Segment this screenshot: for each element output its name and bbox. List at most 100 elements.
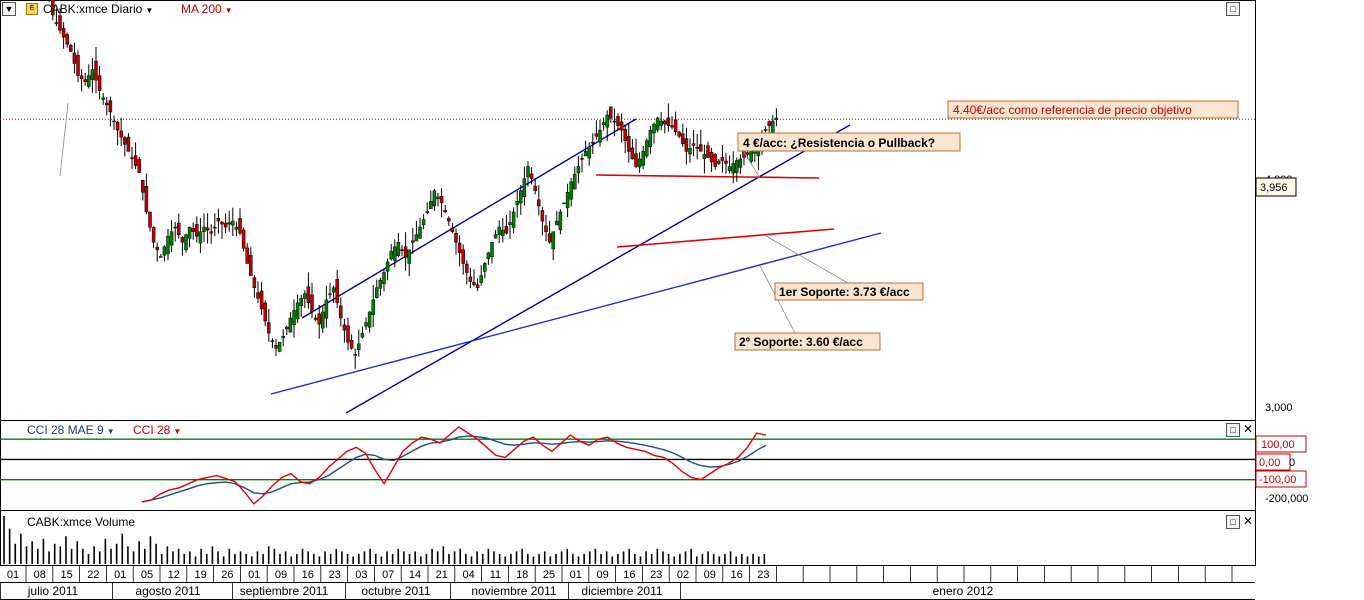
candle-body bbox=[324, 299, 329, 319]
day-label: 01 bbox=[570, 569, 582, 581]
maximize-cci-panel-button[interactable]: □ bbox=[1226, 423, 1240, 437]
candle-body bbox=[515, 201, 519, 205]
candle bbox=[317, 305, 321, 339]
candle-body bbox=[162, 246, 167, 256]
maximize-volume-panel-button[interactable]: □ bbox=[1226, 515, 1240, 529]
candle bbox=[281, 329, 285, 347]
candle bbox=[166, 228, 170, 261]
month-label: septiembre 2011 bbox=[240, 584, 329, 598]
candle bbox=[285, 325, 289, 336]
month-label: octubre 2011 bbox=[361, 584, 430, 598]
candle bbox=[457, 235, 462, 267]
candle bbox=[612, 108, 617, 137]
candle bbox=[648, 125, 653, 155]
chart-settings-icon[interactable]: E bbox=[26, 3, 38, 15]
candle bbox=[450, 223, 455, 234]
candle-body bbox=[511, 211, 516, 228]
candle bbox=[558, 209, 563, 235]
candle-body bbox=[54, 22, 59, 24]
candle-body bbox=[241, 229, 246, 249]
candle bbox=[371, 285, 375, 328]
time-axis: 01 08 15 22 01 05 12 19 26 01 09 16 23 03 07 14 21 04 11 18… bbox=[0, 566, 1255, 600]
candle-body bbox=[191, 227, 195, 232]
candle-body bbox=[382, 272, 386, 284]
candle-body bbox=[493, 234, 498, 239]
cci-label-2-text: CCI 28 bbox=[133, 423, 171, 437]
cci-label-1[interactable]: CCI 28 MAE 9 ▼ bbox=[27, 423, 115, 437]
candle-body bbox=[166, 235, 170, 255]
candle bbox=[490, 242, 494, 264]
candle-body bbox=[562, 202, 566, 205]
candle bbox=[51, 0, 55, 21]
candle-body bbox=[745, 152, 750, 155]
candle-body bbox=[216, 217, 221, 222]
candle-body bbox=[321, 311, 325, 329]
candle bbox=[72, 42, 77, 74]
candle-body bbox=[436, 196, 440, 200]
candle bbox=[493, 229, 498, 239]
annotation-support2: 2º Soporte: 3.60 €/acc bbox=[734, 332, 881, 351]
candle bbox=[652, 122, 656, 144]
symbol-title[interactable]: CABK:xmce Diario ▼ bbox=[43, 2, 153, 16]
candle bbox=[126, 133, 131, 152]
candle bbox=[522, 166, 527, 206]
candle-body bbox=[123, 137, 127, 145]
candle-body bbox=[461, 249, 465, 264]
candle bbox=[105, 97, 109, 116]
maximize-price-panel-button[interactable]: □ bbox=[1226, 2, 1240, 16]
annotation-leaders bbox=[59, 102, 849, 334]
candle-body bbox=[65, 34, 69, 45]
month-label: julio 2011 bbox=[27, 584, 79, 598]
month-label: noviembre 2011 bbox=[471, 584, 556, 598]
candle-body bbox=[540, 210, 545, 222]
cci-label-2[interactable]: CCI 28 ▼ bbox=[133, 423, 181, 437]
candle bbox=[385, 258, 390, 281]
close-volume-panel-icon[interactable]: ✕ bbox=[1242, 514, 1254, 528]
candle bbox=[663, 119, 667, 134]
candle bbox=[497, 220, 501, 244]
candle-body bbox=[688, 148, 692, 155]
candle-body bbox=[605, 114, 609, 128]
chevron-down-icon[interactable]: ▼ bbox=[145, 6, 154, 15]
candle bbox=[443, 205, 447, 214]
day-label: 14 bbox=[409, 569, 421, 581]
panel-menu-button[interactable]: ▼ bbox=[2, 2, 16, 16]
chevron-down-icon[interactable]: ▼ bbox=[173, 427, 182, 436]
candle bbox=[645, 138, 649, 159]
candle-body bbox=[105, 102, 109, 106]
candle-body bbox=[58, 15, 62, 31]
candle bbox=[468, 267, 473, 289]
candle-body bbox=[259, 290, 264, 310]
candle-body bbox=[695, 146, 699, 149]
candle-body bbox=[126, 136, 131, 152]
close-cci-panel-icon[interactable]: ✕ bbox=[1242, 422, 1254, 436]
candle bbox=[198, 218, 203, 254]
candle bbox=[763, 126, 768, 133]
candle-body bbox=[738, 158, 743, 168]
cci-zero-extra: 0 bbox=[1289, 457, 1295, 469]
candle bbox=[162, 245, 167, 262]
candle-body bbox=[706, 145, 710, 158]
candle bbox=[375, 279, 379, 299]
volume-label: CABK:xmce Volume bbox=[27, 515, 136, 529]
chevron-down-icon[interactable]: ▼ bbox=[106, 427, 115, 436]
candle-body bbox=[130, 157, 134, 159]
candle-body bbox=[310, 294, 314, 313]
candle bbox=[205, 213, 210, 244]
candle-body bbox=[335, 279, 339, 304]
candle-body bbox=[529, 173, 534, 179]
day-label: 01 bbox=[248, 569, 260, 581]
candle-body bbox=[504, 226, 509, 234]
candle-body bbox=[724, 160, 728, 164]
candle-body bbox=[112, 120, 116, 123]
day-label: 09 bbox=[596, 569, 608, 581]
candle-body bbox=[637, 158, 642, 168]
candle bbox=[299, 294, 303, 317]
candle bbox=[655, 116, 660, 133]
candle bbox=[591, 133, 595, 154]
chevron-down-icon[interactable]: ▼ bbox=[224, 6, 233, 15]
candle-body bbox=[666, 117, 671, 126]
ma-indicator-label[interactable]: MA 200 ▼ bbox=[181, 2, 233, 16]
candle bbox=[313, 314, 318, 322]
candle bbox=[396, 232, 401, 258]
